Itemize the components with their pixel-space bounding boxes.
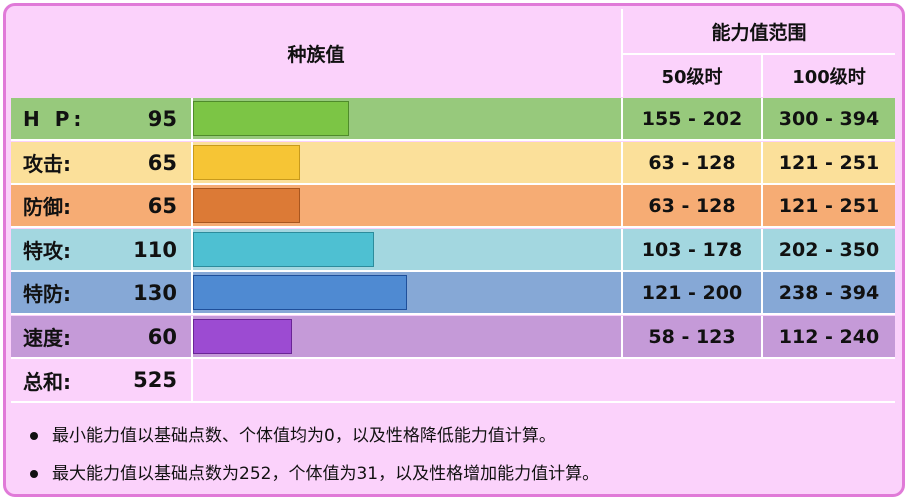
note-text: 最小能力值以基础点数、个体值均为0，以及性格降低能力值计算。 — [52, 426, 556, 446]
total-row: 总和: 525 — [11, 359, 895, 401]
row-divider — [11, 139, 895, 141]
header-divider — [623, 53, 895, 55]
stat-bar-track — [191, 316, 621, 357]
row-divider — [621, 316, 623, 357]
row-divider — [191, 272, 193, 313]
stat-bar — [193, 188, 300, 223]
range-level100: 112 - 240 — [778, 325, 880, 348]
row-divider — [761, 229, 763, 270]
header-divider — [761, 55, 763, 97]
note-item: 最大能力值以基础点数为252，个体值为31，以及性格增加能力值计算。 — [26, 458, 600, 494]
row-divider — [11, 270, 895, 272]
row-divider — [621, 229, 623, 270]
stat-name: 速度: — [23, 326, 71, 350]
stat-label-cell: 速度: 60 — [11, 316, 191, 357]
table-divider — [11, 401, 895, 403]
stat-label-cell: H P: 95 — [11, 98, 191, 139]
stat-label-cell: 特攻: 110 — [11, 229, 191, 270]
stat-value: 110 — [133, 237, 177, 262]
stat-name: 特攻: — [23, 239, 71, 263]
range-level50: 58 - 123 — [648, 325, 736, 348]
range-level100: 238 - 394 — [778, 281, 880, 304]
row-divider — [621, 98, 623, 139]
row-divider — [11, 357, 895, 359]
total-value: 525 — [133, 368, 177, 392]
range-level100: 121 - 251 — [778, 194, 880, 217]
bullet-icon — [30, 470, 38, 478]
stat-label-cell: 攻击: 65 — [11, 142, 191, 183]
stat-row: 特防: 130 121 - 200 238 - 394 — [11, 272, 895, 313]
row-divider — [761, 142, 763, 183]
row-divider — [761, 98, 763, 139]
level50-header: 50级时 — [623, 55, 761, 97]
row-divider — [621, 272, 623, 313]
stat-name: 攻击: — [23, 152, 71, 176]
range-level50: 63 - 128 — [648, 194, 736, 217]
row-divider — [761, 316, 763, 357]
stat-range-title: 能力值范围 — [711, 21, 807, 44]
row-divider — [761, 272, 763, 313]
range-level100: 300 - 394 — [778, 107, 880, 130]
row-divider — [191, 229, 193, 270]
range-level50: 63 - 128 — [648, 151, 736, 174]
row-divider — [191, 142, 193, 183]
row-divider — [191, 359, 193, 401]
stat-name: H P: — [23, 106, 86, 131]
row-divider — [621, 185, 623, 226]
range-level50: 103 - 178 — [641, 238, 743, 261]
stat-bar — [193, 275, 407, 310]
total-label: 总和: — [23, 369, 71, 394]
row-divider — [11, 183, 895, 185]
row-divider — [621, 142, 623, 183]
stats-card: 种族值 能力值范围 50级时 100级时 H P: 95 155 - 202 300 … — [3, 3, 905, 497]
base-stats-header: 种族值 — [11, 9, 621, 97]
stat-bar — [193, 319, 292, 354]
note-text: 最大能力值以基础点数为252，个体值为31，以及性格增加能力值计算。 — [52, 464, 600, 484]
stat-label-cell: 特防: 130 — [11, 272, 191, 313]
notes-list: 最小能力值以基础点数、个体值均为0，以及性格降低能力值计算。 最大能力值以基础点… — [26, 420, 600, 494]
stat-bar-track — [191, 98, 621, 139]
range-level50: 155 - 202 — [641, 107, 743, 130]
row-divider — [761, 185, 763, 226]
stat-value: 65 — [147, 193, 177, 218]
stat-value: 95 — [147, 106, 177, 131]
row-divider — [11, 226, 895, 228]
stat-value: 65 — [147, 150, 177, 175]
bullet-icon — [30, 432, 38, 440]
row-divider — [11, 313, 895, 315]
stat-bar-track — [191, 272, 621, 313]
header-divider — [621, 9, 623, 97]
row-divider — [191, 98, 193, 139]
row-divider — [191, 185, 193, 226]
stat-bar — [193, 101, 349, 136]
stat-row: 速度: 60 58 - 123 112 - 240 — [11, 316, 895, 357]
base-stats-title: 种族值 — [287, 43, 345, 66]
stat-range-header: 能力值范围 — [623, 9, 895, 53]
range-level50: 121 - 200 — [641, 281, 743, 304]
range-level100: 121 - 251 — [778, 151, 880, 174]
stat-row: H P: 95 155 - 202 300 - 394 — [11, 98, 895, 139]
level100-header: 100级时 — [763, 55, 895, 97]
stat-label-cell: 防御: 65 — [11, 185, 191, 226]
stat-row: 攻击: 65 63 - 128 121 - 251 — [11, 142, 895, 183]
stat-value: 60 — [147, 324, 177, 349]
stat-value: 130 — [133, 280, 177, 305]
stat-bar-track — [191, 229, 621, 270]
stat-name: 特防: — [23, 282, 71, 306]
note-item: 最小能力值以基础点数、个体值均为0，以及性格降低能力值计算。 — [26, 420, 599, 458]
stat-bar — [193, 145, 300, 180]
stat-name: 防御: — [23, 195, 71, 219]
stat-bar-track — [191, 185, 621, 226]
stat-row: 防御: 65 63 - 128 121 - 251 — [11, 185, 895, 226]
range-level100: 202 - 350 — [778, 238, 880, 261]
stat-bar — [193, 232, 374, 267]
level100-label: 100级时 — [792, 67, 866, 88]
level50-label: 50级时 — [661, 67, 723, 88]
stat-bar-track — [191, 142, 621, 183]
row-divider — [191, 316, 193, 357]
stat-row: 特攻: 110 103 - 178 202 - 350 — [11, 229, 895, 270]
